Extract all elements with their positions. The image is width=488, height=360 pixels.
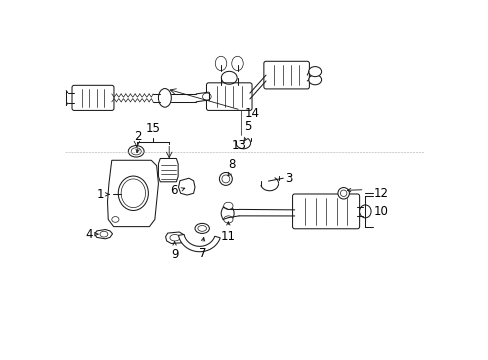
Ellipse shape xyxy=(131,148,141,155)
Text: 6: 6 xyxy=(170,184,178,197)
Text: 11: 11 xyxy=(221,230,235,243)
Text: 4: 4 xyxy=(85,228,93,240)
Text: 2: 2 xyxy=(134,130,142,143)
Text: 12: 12 xyxy=(373,187,388,200)
Text: 3: 3 xyxy=(285,172,292,185)
Text: 13: 13 xyxy=(231,139,246,153)
Text: 14: 14 xyxy=(244,107,259,120)
Text: 8: 8 xyxy=(228,158,235,171)
Text: 10: 10 xyxy=(373,205,387,218)
Ellipse shape xyxy=(223,216,233,223)
Polygon shape xyxy=(178,178,195,195)
Ellipse shape xyxy=(112,217,119,222)
Polygon shape xyxy=(94,229,112,239)
Ellipse shape xyxy=(340,190,346,197)
Ellipse shape xyxy=(308,75,321,85)
Polygon shape xyxy=(107,160,158,226)
Ellipse shape xyxy=(169,234,180,241)
Text: 15: 15 xyxy=(145,122,160,135)
FancyBboxPatch shape xyxy=(292,194,359,229)
Ellipse shape xyxy=(198,226,206,231)
Polygon shape xyxy=(178,234,220,252)
Ellipse shape xyxy=(121,179,145,208)
Ellipse shape xyxy=(359,205,370,218)
FancyBboxPatch shape xyxy=(264,61,309,89)
FancyBboxPatch shape xyxy=(72,85,114,111)
Polygon shape xyxy=(158,158,178,182)
Polygon shape xyxy=(165,232,184,243)
Ellipse shape xyxy=(128,145,144,157)
Ellipse shape xyxy=(195,224,209,233)
Ellipse shape xyxy=(100,231,108,237)
Ellipse shape xyxy=(337,188,349,199)
Text: 9: 9 xyxy=(170,248,178,261)
Ellipse shape xyxy=(221,206,234,221)
Ellipse shape xyxy=(231,56,243,71)
Ellipse shape xyxy=(223,202,233,210)
Ellipse shape xyxy=(202,93,211,100)
Ellipse shape xyxy=(118,176,148,211)
Text: 7: 7 xyxy=(199,247,206,260)
Ellipse shape xyxy=(158,89,171,107)
Text: 5: 5 xyxy=(243,120,250,134)
Ellipse shape xyxy=(219,172,232,185)
Ellipse shape xyxy=(222,175,229,183)
Text: 1: 1 xyxy=(96,188,104,201)
Ellipse shape xyxy=(215,56,226,71)
Ellipse shape xyxy=(308,67,321,77)
FancyBboxPatch shape xyxy=(206,83,251,111)
